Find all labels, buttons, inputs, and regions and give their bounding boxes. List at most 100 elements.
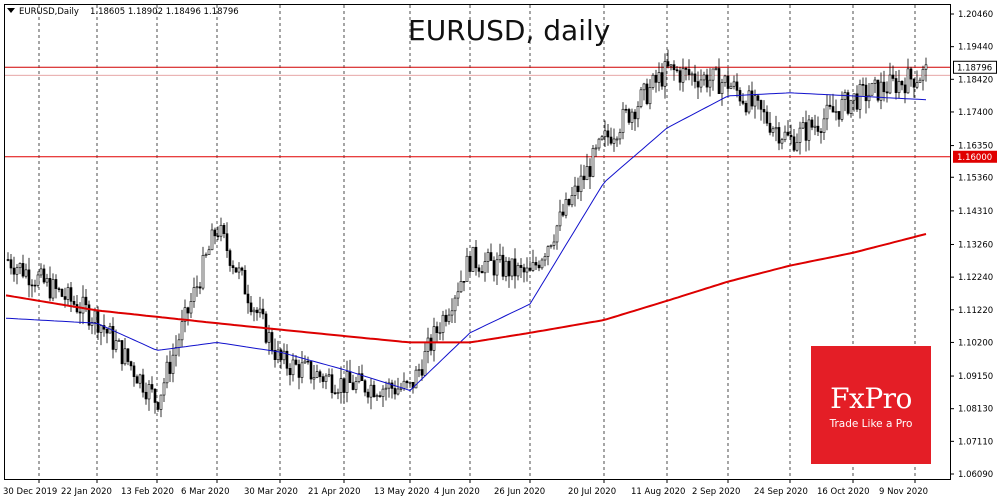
candle-body [708,79,712,88]
candle-body [672,64,676,71]
candle-body [399,387,403,390]
candle-body [117,340,121,342]
candle-body [156,402,160,410]
x-tick-label: 16 Oct 2020 [817,487,870,497]
candle-body [204,254,208,256]
candle-body [459,281,463,293]
candle-body [258,308,262,314]
candle-body [279,349,283,361]
candle-body [297,364,301,378]
candle-body [84,296,88,306]
y-tick-label: 1.15360 [958,173,993,183]
candle-body [126,348,130,362]
candle-body [510,258,514,277]
x-tick-label: 30 Mar 2020 [244,487,298,497]
candle-body [432,326,436,351]
candle-body [825,104,829,120]
candle-body [834,111,838,113]
candle-body [282,350,286,361]
y-tick-label: 1.18420 [958,75,993,85]
candle-body [921,68,925,81]
candle-body [195,286,199,289]
candle-body [732,81,736,87]
candle-body [621,108,625,133]
candle-body [801,122,805,129]
candle-body [60,289,64,297]
candle-body [315,371,319,378]
candle-body [144,391,148,400]
candle-body [582,175,586,181]
candle-body [468,255,472,272]
series-ma50-line [5,92,927,392]
price-level-label: 1.16000 [957,153,992,163]
candle-body [579,175,583,193]
candle-body [300,362,304,378]
candle-body [93,310,97,323]
candle-body [384,387,388,390]
candle-body [747,90,751,113]
candle-body [288,368,292,376]
candle-body [369,384,373,398]
candle-body [228,250,232,266]
candle-body [684,68,688,70]
candle-body [387,382,391,389]
candle-body [549,245,553,247]
candle-body [819,131,823,133]
candle-body [741,100,745,104]
candle-body [252,309,256,313]
candle-body [594,147,598,150]
candle-body [891,74,895,79]
candle-body [636,106,640,120]
candle-body [324,375,328,382]
candle-body [780,139,784,144]
price-level-label: 1.18796 [957,63,992,73]
candle-body [543,256,547,261]
candle-body [135,376,139,384]
candle-body [129,361,133,367]
candle-body [699,79,703,88]
candle-body [798,127,802,143]
x-tick-label: 11 Aug 2020 [631,487,685,497]
candle-body [225,233,229,251]
candle-body [693,73,697,82]
candle-body [861,84,865,86]
candle-body [36,274,40,286]
candle-body [900,80,904,86]
candle-body [750,90,754,107]
moving-averages [5,92,927,392]
x-tick-label: 9 Nov 2020 [879,487,928,497]
candle-body [852,93,856,101]
candle-body [96,310,100,333]
collapse-arrow-icon [7,8,15,13]
candle-body [18,263,22,269]
candle-body [585,166,589,181]
candle-body [231,265,235,269]
candle-body [99,325,103,333]
candle-body [807,119,811,141]
candle-body [597,138,601,149]
candle-body [570,195,574,206]
y-tick-label: 1.20460 [958,10,993,20]
candle-body [720,82,724,94]
candle-body [522,267,526,273]
candle-body [480,271,484,274]
candle-body [714,68,718,70]
candle-body [840,99,844,120]
candle-body [492,260,496,276]
candle-body [414,369,418,389]
x-tick-label: 13 Feb 2020 [121,487,174,497]
price-level-badge [953,150,997,163]
candle-body [390,382,394,389]
candle-body [705,74,709,88]
candle-body [642,83,646,91]
candle-body [648,87,652,105]
candle-body [591,148,595,177]
candle-body [87,304,91,326]
x-tick-label: 22 Jan 2020 [61,487,112,497]
candle-body [276,349,280,360]
candle-body [174,347,178,356]
candle-body [366,391,370,398]
candle-body [477,267,481,272]
candle-body [717,68,721,94]
candle-body [9,259,13,269]
